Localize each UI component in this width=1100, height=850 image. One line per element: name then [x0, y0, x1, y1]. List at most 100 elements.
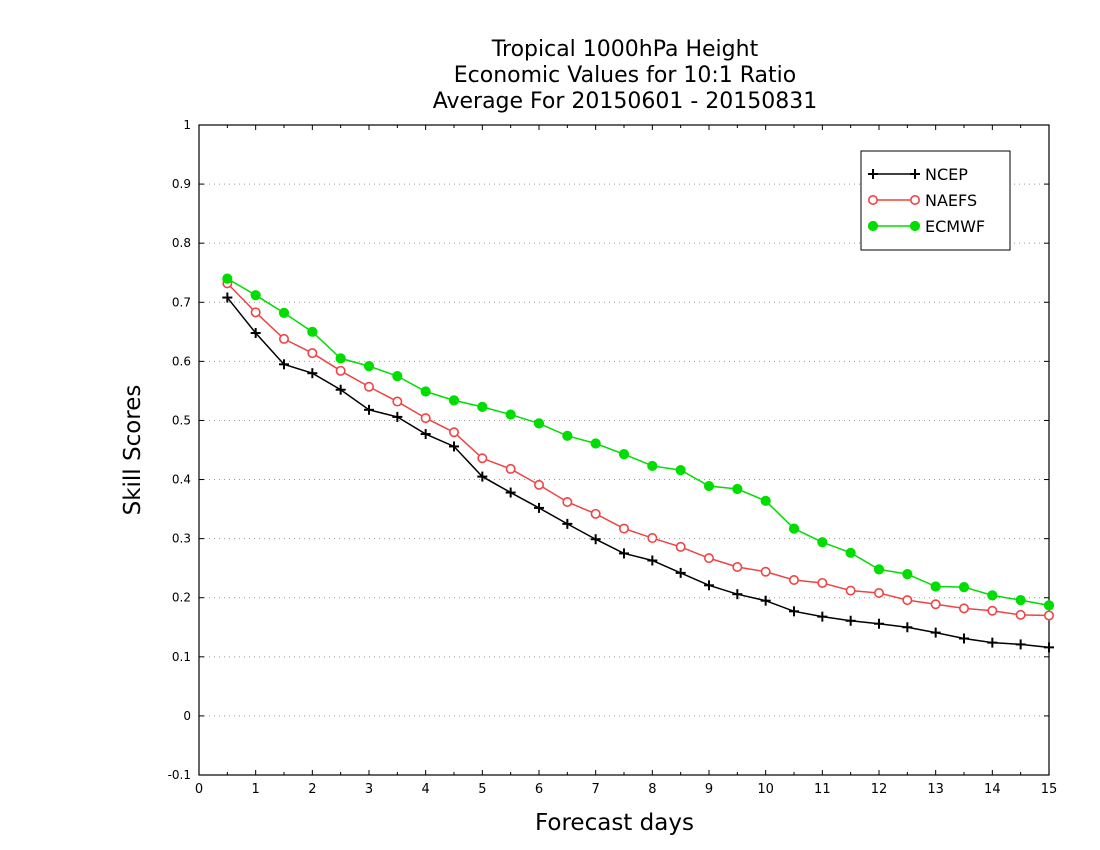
data-point-naefs [760, 566, 771, 577]
data-point-ncep [420, 429, 431, 440]
series-ncep [222, 292, 1054, 653]
data-point-ecmwf [448, 395, 460, 406]
data-point-ncep [647, 555, 658, 566]
series-lines [222, 273, 1055, 653]
data-point-naefs [902, 595, 913, 606]
data-point-naefs [817, 577, 828, 588]
y-tick-label: 1 [183, 118, 191, 132]
data-point-ncep [760, 595, 771, 606]
data-point-ecmwf [505, 409, 516, 420]
data-point-ncep [449, 441, 459, 452]
data-point-ncep [250, 328, 261, 338]
data-point-naefs [788, 574, 799, 585]
data-point-ncep [902, 622, 913, 633]
x-tick-label: 15 [1041, 782, 1058, 797]
y-tick-label: 0.9 [172, 177, 191, 191]
data-point-ecmwf [873, 564, 885, 575]
x-tick-label: 5 [478, 782, 486, 797]
data-point-ecmwf [363, 360, 375, 372]
data-point-ecmwf [1015, 594, 1026, 606]
data-point-naefs [278, 333, 289, 344]
x-tick-label: 12 [871, 782, 888, 797]
gridlines [199, 183, 1049, 717]
data-point-naefs [562, 496, 573, 507]
data-point-ecmwf [732, 483, 743, 495]
data-point-naefs [647, 533, 658, 544]
y-tick-label: 0.5 [172, 413, 191, 427]
legend-label-ecmwf: ECMWF [925, 217, 985, 236]
legend-marker-ecmwf [867, 220, 879, 232]
data-point-ecmwf [1043, 600, 1055, 611]
legend-marker-naefs [909, 195, 920, 206]
data-point-ecmwf [392, 371, 403, 382]
data-point-naefs [448, 427, 459, 438]
data-point-ecmwf [958, 581, 970, 593]
data-point-ecmwf [250, 290, 261, 301]
data-point-ecmwf [788, 523, 800, 534]
data-point-ecmwf [987, 590, 998, 601]
data-point-ncep [959, 633, 969, 644]
data-point-ncep [732, 589, 743, 600]
legend-marker-naefs [867, 195, 878, 206]
axis-ticks: -0.100.10.20.30.40.50.60.70.80.910 1 2 3 4 5 6… [168, 118, 1058, 797]
data-point-naefs [987, 605, 998, 616]
data-point-ecmwf [533, 418, 545, 429]
x-tick-label: 11 [814, 782, 831, 797]
data-point-ecmwf [930, 581, 941, 592]
data-point-ecmwf [477, 401, 488, 412]
data-point-ecmwf [675, 464, 686, 476]
data-point-naefs [590, 508, 601, 519]
data-point-ecmwf [703, 480, 715, 492]
y-tick-label: 0.3 [172, 532, 191, 546]
data-point-naefs [845, 585, 856, 596]
x-tick-label: 1 [252, 782, 260, 797]
data-point-ncep [845, 615, 856, 626]
x-axis-label: Forecast days [535, 810, 694, 836]
data-point-ncep [930, 627, 941, 638]
data-point-ncep [1044, 642, 1054, 653]
data-point-naefs [335, 365, 346, 376]
data-point-naefs [477, 453, 488, 464]
data-point-ncep [222, 292, 233, 303]
data-point-ncep [335, 384, 346, 395]
data-point-ecmwf [562, 430, 573, 441]
data-point-naefs [363, 381, 374, 392]
data-point-naefs [420, 413, 431, 424]
data-point-ncep [817, 611, 828, 622]
data-point-ecmwf [335, 353, 346, 364]
series-line-naefs [226, 282, 1050, 617]
data-point-ncep [364, 404, 374, 415]
data-point-ncep [279, 359, 289, 370]
y-tick-label: 0.4 [172, 473, 191, 487]
data-point-naefs [618, 523, 629, 534]
data-point-naefs [732, 561, 743, 572]
data-point-ecmwf [420, 386, 431, 397]
y-tick-label: 0.2 [172, 591, 191, 605]
data-point-ncep [590, 534, 601, 545]
x-tick-label: 3 [365, 782, 373, 797]
data-point-ecmwf [307, 326, 318, 337]
legend-label-naefs: NAEFS [925, 191, 977, 210]
chart-title-line-1: Tropical 1000hPa Height [491, 37, 759, 62]
x-tick-label: 4 [422, 782, 430, 797]
x-tick-label: 9 [705, 782, 713, 797]
chart-title-line-3: Average For 20150601 - 20150831 [432, 89, 818, 114]
data-point-naefs [1044, 610, 1055, 621]
data-point-ecmwf [760, 495, 771, 506]
series-ecmwf [222, 273, 1055, 611]
y-tick-label: -0.1 [168, 768, 191, 782]
data-point-ecmwf [817, 537, 828, 548]
y-tick-label: 0.6 [172, 354, 191, 368]
data-point-ncep [477, 471, 488, 482]
data-point-naefs [930, 599, 941, 610]
y-tick-label: 0 [183, 709, 191, 723]
data-point-ecmwf [902, 568, 913, 580]
data-point-ncep [874, 618, 884, 629]
data-point-ncep [534, 502, 544, 513]
data-point-ncep [987, 637, 998, 648]
data-point-ncep [675, 567, 686, 578]
data-point-ncep [789, 606, 799, 617]
y-tick-label: 0.7 [172, 295, 191, 309]
y-tick-label: 0.8 [172, 236, 191, 250]
x-tick-label: 0 [195, 782, 203, 797]
